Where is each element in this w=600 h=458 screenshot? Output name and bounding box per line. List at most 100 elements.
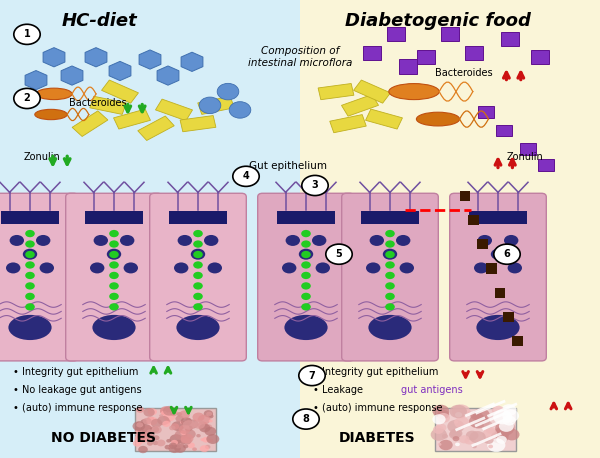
Circle shape [396,235,410,246]
Circle shape [109,251,119,258]
Circle shape [141,425,152,433]
Circle shape [193,262,203,269]
Circle shape [135,426,142,431]
Circle shape [316,262,330,273]
Circle shape [455,412,462,417]
Circle shape [469,414,488,428]
Text: 7: 7 [308,371,316,381]
Ellipse shape [416,112,460,126]
Bar [503,312,514,322]
Circle shape [494,426,510,438]
Circle shape [140,433,146,437]
Circle shape [171,440,178,445]
FancyBboxPatch shape [135,408,216,451]
FancyBboxPatch shape [0,0,300,458]
Circle shape [150,436,155,441]
Circle shape [14,88,40,109]
FancyBboxPatch shape [169,211,227,224]
Circle shape [466,411,472,415]
Circle shape [36,235,50,246]
Text: Zonulin: Zonulin [507,152,544,162]
Text: 5: 5 [335,249,343,259]
Circle shape [137,432,151,442]
Circle shape [25,293,35,300]
Polygon shape [353,80,391,103]
Circle shape [181,421,190,428]
Circle shape [433,425,444,434]
Circle shape [436,424,446,431]
Circle shape [301,303,311,311]
Circle shape [200,445,209,452]
Circle shape [163,406,176,416]
Circle shape [508,262,522,273]
Polygon shape [365,109,403,129]
Circle shape [6,262,20,273]
Text: 3: 3 [311,180,319,191]
Circle shape [143,425,154,433]
FancyBboxPatch shape [150,193,246,361]
Circle shape [229,102,251,118]
Circle shape [301,262,311,269]
Circle shape [166,439,171,442]
Circle shape [301,282,311,289]
Circle shape [385,272,395,279]
Circle shape [205,427,216,436]
Circle shape [173,440,184,448]
Circle shape [179,425,190,434]
Polygon shape [198,96,234,114]
Circle shape [140,434,145,437]
Text: • Integrity gut epithelium: • Integrity gut epithelium [313,367,439,377]
Text: Bacteroides: Bacteroides [435,68,493,78]
Circle shape [366,262,380,273]
Circle shape [466,431,478,440]
Circle shape [302,175,328,196]
Circle shape [452,404,470,419]
Circle shape [217,83,239,100]
Circle shape [143,408,155,417]
Circle shape [159,414,163,417]
Circle shape [180,430,185,434]
Circle shape [385,282,395,289]
Circle shape [454,420,458,424]
Circle shape [187,442,195,448]
Polygon shape [101,80,139,103]
Bar [469,215,479,225]
Circle shape [109,240,119,248]
Circle shape [200,438,205,441]
Circle shape [209,420,212,422]
Circle shape [181,437,191,445]
Circle shape [197,421,208,430]
Circle shape [90,262,104,273]
Polygon shape [138,116,174,141]
Circle shape [187,420,199,429]
Text: • Leakage: • Leakage [313,385,367,395]
Text: Diabetogenic food: Diabetogenic food [345,11,531,30]
Circle shape [206,412,212,416]
Circle shape [169,425,175,431]
Circle shape [176,412,182,416]
Circle shape [486,427,496,434]
Circle shape [181,434,193,443]
FancyBboxPatch shape [1,211,59,224]
Circle shape [193,293,203,300]
Polygon shape [330,114,366,133]
Circle shape [181,431,187,435]
Circle shape [206,434,220,444]
Circle shape [25,272,35,279]
FancyBboxPatch shape [342,193,438,361]
Circle shape [385,230,395,237]
Text: Gut epithelium: Gut epithelium [249,161,327,171]
Circle shape [134,430,142,436]
Text: 8: 8 [302,414,310,424]
FancyBboxPatch shape [85,211,143,224]
Text: • No leakage gut antigens: • No leakage gut antigens [13,385,142,395]
Circle shape [153,435,160,441]
Circle shape [181,436,190,443]
Circle shape [25,303,35,311]
Circle shape [136,407,144,413]
Circle shape [499,420,514,432]
Circle shape [502,404,517,416]
Circle shape [204,235,218,246]
Circle shape [193,272,203,279]
Circle shape [299,365,325,386]
